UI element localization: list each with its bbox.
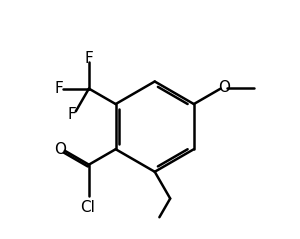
Text: F: F: [68, 107, 76, 122]
Text: F: F: [55, 81, 63, 96]
Text: O: O: [55, 142, 67, 157]
Text: O: O: [218, 80, 230, 95]
Text: Cl: Cl: [80, 200, 95, 215]
Text: F: F: [85, 51, 93, 66]
